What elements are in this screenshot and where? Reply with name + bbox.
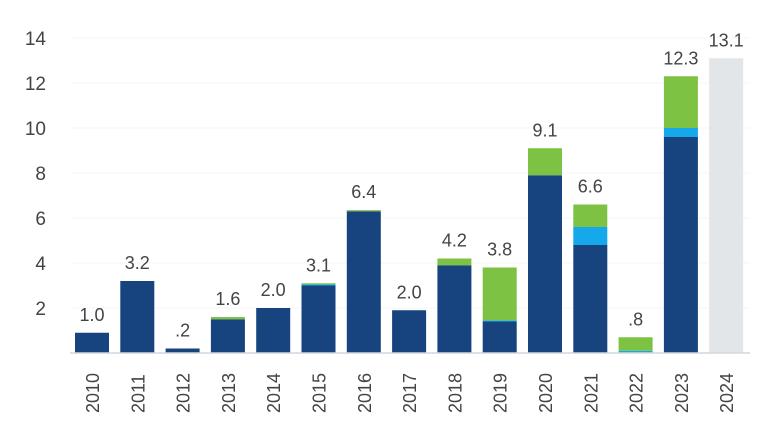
- bar-segment: [301, 285, 336, 353]
- y-tick-label: 6: [35, 209, 46, 230]
- data-label: 2.0: [261, 280, 286, 300]
- data-label: 9.1: [532, 120, 557, 140]
- bar-segment: [573, 204, 608, 227]
- y-tick-label: 12: [25, 74, 46, 95]
- data-label: 3.2: [125, 253, 150, 273]
- data-label: 6.4: [351, 182, 376, 202]
- bar-segment: [482, 320, 517, 322]
- bar-segment: [573, 245, 608, 353]
- y-tick-label: 10: [25, 119, 46, 140]
- bar-segment: [482, 321, 517, 353]
- x-tick-label: 2019: [491, 373, 511, 413]
- data-label: 3.8: [487, 240, 512, 260]
- bar-segment: [663, 137, 698, 353]
- bar-segment: [120, 281, 155, 353]
- bar-segment: [210, 317, 245, 320]
- x-tick-label: 2016: [355, 373, 375, 413]
- bar-segment: [346, 211, 381, 353]
- x-tick-label: 2022: [627, 373, 647, 413]
- bar-segment: [618, 337, 653, 351]
- x-tick-label: 2012: [174, 373, 194, 413]
- bar-segment: [663, 128, 698, 137]
- bar-segment: [210, 319, 245, 353]
- data-label: 13.1: [709, 30, 744, 50]
- data-label: 12.3: [663, 48, 698, 68]
- y-tick-label: 4: [35, 254, 46, 275]
- data-label: .2: [175, 321, 190, 341]
- data-label: 1.6: [215, 289, 240, 309]
- bar-segment: [482, 267, 517, 321]
- bar-segment: [618, 350, 653, 353]
- bar-segment: [301, 284, 336, 286]
- bar-segment: [256, 308, 291, 353]
- x-tick-label: 2015: [310, 373, 330, 413]
- bar-segment: [346, 210, 381, 212]
- x-tick-label: 2021: [581, 373, 601, 413]
- bar-segment: [528, 175, 562, 353]
- bar-segment: [573, 227, 608, 245]
- data-label: 4.2: [442, 231, 467, 251]
- data-label: 2.0: [397, 282, 422, 302]
- bar-segment: [165, 348, 200, 353]
- x-tick-label: 2020: [536, 373, 556, 413]
- y-tick-label: 8: [35, 164, 46, 185]
- bar-segment: [437, 265, 472, 353]
- x-tick-label: 2014: [264, 373, 284, 413]
- y-tick-label: 2: [35, 299, 46, 320]
- bar-segment: [663, 76, 698, 128]
- data-label: 1.0: [79, 305, 104, 325]
- bar-segment: [392, 310, 427, 353]
- bar-segment: [528, 148, 562, 176]
- x-tick-label: 2011: [128, 374, 148, 413]
- x-tick-label: 2017: [400, 373, 420, 413]
- bar-segment: [437, 258, 472, 266]
- x-tick-label: 2013: [219, 373, 239, 413]
- x-tick-label: 2010: [83, 373, 103, 413]
- bar-segment: [709, 58, 744, 353]
- x-tick-label: 2023: [672, 373, 692, 413]
- data-label: 6.6: [578, 177, 603, 197]
- y-tick-label: 14: [25, 29, 47, 50]
- x-tick-label: 2018: [445, 373, 465, 413]
- data-label: .8: [628, 309, 643, 329]
- data-label: 3.1: [306, 255, 331, 275]
- bar-segment: [301, 283, 336, 285]
- x-tick-label: 2024: [717, 373, 737, 413]
- bar-segment: [75, 332, 109, 353]
